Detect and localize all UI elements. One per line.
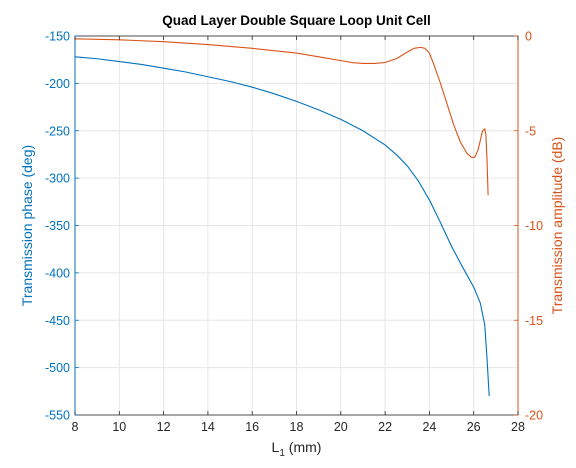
x-tick-label: 26: [467, 420, 481, 434]
chart-title: Quad Layer Double Square Loop Unit Cell: [162, 13, 431, 28]
left-y-tick-label: -200: [45, 77, 70, 91]
left-y-tick-label: -250: [45, 124, 70, 138]
left-y-tick-label: -450: [45, 314, 70, 328]
right-y-tick-label: -15: [525, 314, 543, 328]
x-tick-label: 18: [290, 420, 304, 434]
grid: [74, 35, 519, 416]
left-y-tick-label: -550: [45, 409, 70, 423]
x-tick-label: 28: [511, 420, 525, 434]
right-y-axis-label: Transmission amplitude (dB): [549, 137, 565, 315]
amplitude-series-line: [74, 38, 489, 196]
left-y-tick-label: -400: [45, 266, 70, 280]
x-tick-label: 24: [422, 420, 436, 434]
x-tick-label: 12: [157, 420, 171, 434]
axes: 8 10 12 14 16 18 20 22 24 26 28-150-200-250-300-35…: [45, 30, 543, 435]
left-y-tick-label: -350: [45, 219, 70, 233]
left-y-tick-label: -300: [45, 172, 70, 186]
right-y-tick-label: -20: [525, 409, 543, 423]
x-axis-label: L1 (mm): [272, 439, 322, 459]
x-tick-label: 8: [72, 420, 79, 434]
x-axis-label-unit: (mm): [285, 439, 322, 455]
x-tick-label: 16: [245, 420, 259, 434]
left-y-tick-label: -150: [45, 30, 70, 44]
x-tick-label: 14: [201, 420, 215, 434]
left-y-axis-label: Transmission phase (deg): [19, 145, 35, 306]
right-y-tick-label: -10: [525, 219, 543, 233]
x-axis-label-subscript: 1: [279, 448, 285, 459]
series-layer: [74, 38, 490, 397]
right-y-tick-label: 0: [525, 30, 532, 44]
x-tick-label: 20: [334, 420, 348, 434]
x-axis-label-main: L: [272, 439, 280, 455]
x-tick-label: 10: [112, 420, 126, 434]
x-tick-label: 22: [378, 420, 392, 434]
right-y-tick-label: -5: [525, 124, 536, 138]
left-y-tick-label: -500: [45, 361, 70, 375]
phase-series-line: [74, 56, 490, 397]
